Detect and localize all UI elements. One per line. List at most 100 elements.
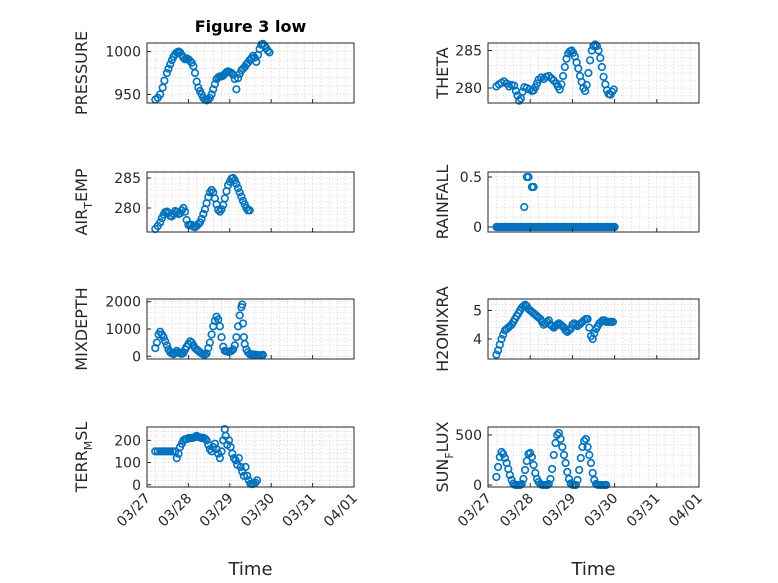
data-point [494,462,503,472]
data-point [161,447,170,456]
data-point [162,341,171,350]
series-points [151,425,262,489]
data-point [602,480,611,490]
y-axis-label: THETA [433,47,452,99]
data-point [492,350,501,359]
data-point [597,62,607,72]
data-point [152,338,161,347]
data-point [209,85,218,94]
data-point [258,350,268,360]
data-point [564,474,574,484]
data-point [583,314,592,324]
data-point [582,80,591,90]
data-point [207,330,216,339]
data-point [159,333,168,342]
data-point [527,452,537,462]
data-point [166,447,175,456]
data-point [202,436,211,445]
data-point [596,53,605,63]
y-axis-label: MIXDEPTH [72,287,91,370]
data-point [591,40,600,49]
x-axis-label: Time [570,559,615,580]
x-tick-label: 03/28 [155,491,195,531]
y-tick-label: 2000 [105,295,141,311]
y-tick-label: 0 [473,478,482,494]
data-point [594,46,603,55]
y-tick-label: 1000 [105,45,141,61]
data-point [499,449,508,459]
data-point [549,450,558,460]
data-point [555,85,564,94]
data-point [232,179,241,189]
data-point [556,434,565,444]
subplot-rainfall: 0 0.5 RAINFALL [433,165,700,239]
data-point [558,71,568,81]
series-points [492,172,619,232]
data-point [236,462,245,472]
data-point [217,447,226,456]
axes-box [146,42,355,104]
data-point [163,447,172,456]
data-point [562,54,571,63]
data-point [546,474,555,484]
data-point [179,53,188,62]
data-point [239,471,248,481]
data-point [263,46,273,55]
series-points [492,300,618,359]
y-axis-label: TERRMSL [72,422,95,494]
series-points [492,40,618,105]
series-points [151,173,254,234]
data-point [217,205,226,214]
data-point [237,192,246,201]
x-tick-label: 03/29 [539,491,579,531]
data-point [235,188,244,197]
data-point [571,320,580,329]
subplot-h2omixra: 4 5 H2OMIXRA [433,286,700,372]
data-point [214,205,223,214]
data-point [207,90,216,99]
data-point [585,450,594,460]
series-points [151,300,268,360]
data-point [217,333,226,342]
data-point [547,322,557,331]
data-point [161,337,170,346]
x-tick-label: 04/01 [321,491,361,531]
data-point [520,202,529,212]
x-axis-label: Time [227,559,272,580]
series-points [151,39,274,105]
data-point [575,465,584,475]
y-tick-label: 285 [114,171,141,187]
data-point [156,218,165,227]
data-point [265,48,274,57]
data-point [529,460,538,470]
data-point [559,450,569,460]
x-tick-label: 03/30 [238,491,278,531]
data-point [229,345,238,354]
data-point [235,311,244,320]
data-point [205,338,214,347]
y-tick-label: 0 [132,349,141,365]
axes-background [488,172,699,232]
data-point [574,64,583,73]
subplot-air_temp: 280 285 AIRTEMP [72,168,355,236]
data-point [558,442,567,452]
y-axis-label: H2OMIXRA [433,286,452,372]
data-point [166,60,175,69]
data-point [234,184,243,193]
data-point [576,453,585,463]
data-point [547,464,557,474]
x-tick-label: 04/01 [666,491,706,531]
y-tick-label: 950 [114,87,141,103]
subplot-pressure: 950 1000 PRESSURE Figure 3 low [72,17,355,115]
data-point [553,320,562,329]
data-point [200,434,210,443]
x-tick-label: 03/31 [280,491,320,531]
data-point [557,80,566,89]
data-point [586,458,596,468]
x-tick-label: 03/27 [455,491,495,531]
y-tick-label: 280 [114,201,141,217]
x-tick-label: 03/29 [197,491,237,531]
data-point [599,72,608,81]
